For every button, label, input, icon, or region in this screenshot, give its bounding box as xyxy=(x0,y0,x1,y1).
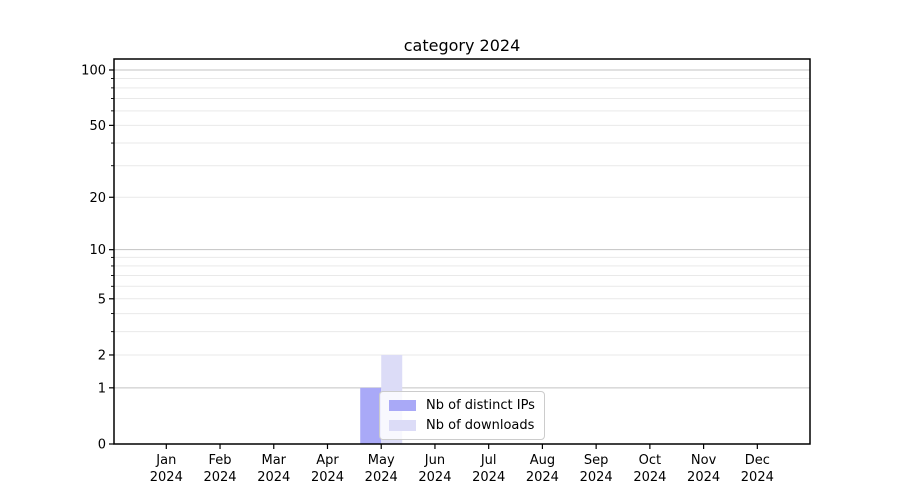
legend-swatch-distinct-ips xyxy=(389,400,416,411)
x-tick-label-year: 2024 xyxy=(580,470,613,485)
legend-swatch-downloads xyxy=(389,420,416,431)
y-tick-label: 20 xyxy=(89,191,106,206)
x-tick-label-year: 2024 xyxy=(741,470,774,485)
x-tick-label-month: Jan xyxy=(155,453,176,468)
y-tick-label: 50 xyxy=(89,119,106,134)
x-tick-label-month: Feb xyxy=(209,453,232,468)
y-tick-label: 10 xyxy=(89,243,106,258)
x-tick-label-month: Sep xyxy=(584,453,609,468)
x-tick-label-month: Mar xyxy=(261,453,286,468)
tick-labels: 0 1 2 5 10 20 50 100 Jan 2024 Feb 2024 Mar 2024 Apr 202… xyxy=(81,63,774,485)
x-tick-label-month: Aug xyxy=(530,453,555,468)
x-tick-label-year: 2024 xyxy=(418,470,451,485)
x-tick-label-month: Dec xyxy=(745,453,770,468)
x-tick-label-year: 2024 xyxy=(203,470,236,485)
tick-marks xyxy=(109,69,758,449)
legend-item-distinct-ips: Nb of distinct IPs xyxy=(389,397,535,414)
legend-item-downloads: Nb of downloads xyxy=(389,417,535,434)
x-tick-label-year: 2024 xyxy=(311,470,344,485)
bar-nb-of-distinct-ips-may xyxy=(360,387,382,444)
x-tick-label-month: Jul xyxy=(480,453,497,468)
legend: Nb of distinct IPs Nb of downloads xyxy=(379,391,545,440)
y-tick-label: 2 xyxy=(98,348,106,363)
x-tick-label-month: Oct xyxy=(639,453,661,468)
minor-gridlines xyxy=(114,77,810,356)
major-gridlines xyxy=(114,69,810,389)
x-tick-label-month: Jun xyxy=(424,453,445,468)
y-tick-label: 5 xyxy=(98,292,106,307)
x-tick-label-year: 2024 xyxy=(257,470,290,485)
chart-title: category 2024 xyxy=(403,36,521,55)
legend-label-downloads: Nb of downloads xyxy=(426,418,535,433)
x-tick-label-month: Nov xyxy=(691,453,717,468)
x-tick-label-year: 2024 xyxy=(687,470,720,485)
axes-spines xyxy=(113,58,811,445)
x-tick-label-month: Apr xyxy=(316,453,339,468)
x-tick-label-year: 2024 xyxy=(472,470,505,485)
x-tick-label-month: May xyxy=(368,453,395,468)
legend-label-distinct-ips: Nb of distinct IPs xyxy=(426,398,535,413)
x-tick-label-year: 2024 xyxy=(365,470,398,485)
y-tick-label: 0 xyxy=(98,438,106,453)
x-tick-label-year: 2024 xyxy=(150,470,183,485)
y-tick-label: 100 xyxy=(81,63,106,78)
x-tick-label-year: 2024 xyxy=(526,470,559,485)
x-tick-label-year: 2024 xyxy=(633,470,666,485)
y-tick-label: 1 xyxy=(98,381,106,396)
